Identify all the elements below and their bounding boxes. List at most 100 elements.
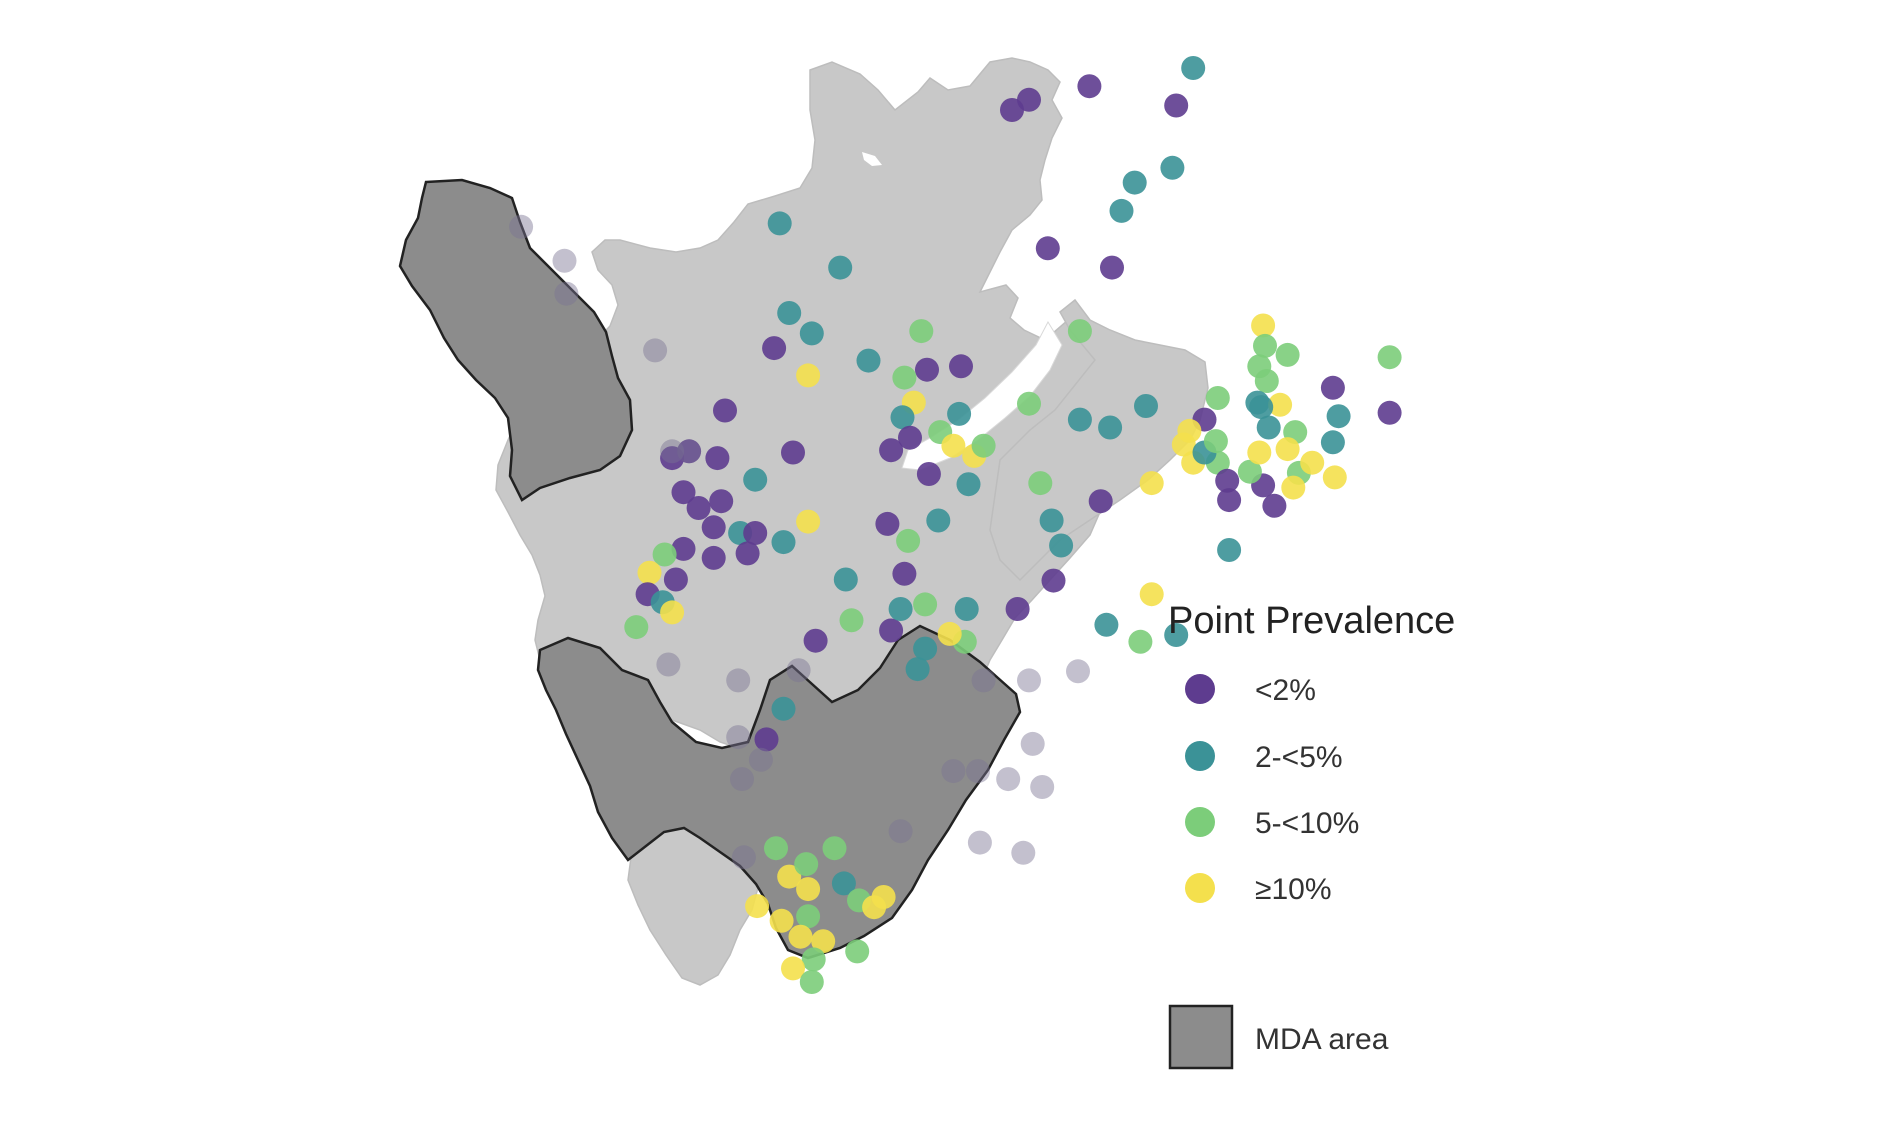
survey-point-lt2: [1000, 98, 1024, 122]
survey-point-2to5: [954, 597, 979, 621]
survey-point-lt2: [875, 511, 900, 536]
survey-point-lt2: [743, 521, 768, 545]
survey-point-lt2: [1262, 493, 1287, 518]
survey-point-5to10: [1254, 369, 1279, 393]
mda-survey-point: [1030, 775, 1055, 799]
legend: Point Prevalence <2% 2-<5% 5-<10% ≥10% M…: [1168, 600, 1455, 1070]
survey-point-2to5: [956, 472, 981, 497]
mda-survey-point: [1066, 659, 1090, 684]
survey-point-ge10: [796, 509, 821, 534]
survey-point-2to5: [828, 255, 853, 280]
mda-survey-point: [1011, 840, 1036, 865]
survey-point-5to10: [624, 615, 649, 640]
survey-point-lt2: [1215, 468, 1240, 493]
survey-point-lt2: [1320, 375, 1345, 400]
legend-label-ge10: ≥10%: [1255, 873, 1332, 906]
legend-label-5to10: 5-<10%: [1255, 807, 1359, 840]
survey-point-2to5: [831, 871, 856, 896]
survey-point-lt2: [671, 536, 696, 561]
survey-point-lt2: [1164, 93, 1189, 118]
survey-points: [624, 56, 1402, 994]
survey-point-ge10: [1251, 313, 1276, 338]
legend-label-2to5: 2-<5%: [1255, 741, 1343, 774]
survey-point-2to5: [1098, 415, 1123, 440]
survey-point-5to10: [1203, 429, 1228, 454]
mda-survey-point: [554, 281, 579, 306]
survey-point-lt2: [892, 561, 917, 586]
mda-survey-point: [786, 658, 811, 683]
mda-area-south: [536, 624, 1022, 960]
mda-survey-point: [552, 248, 577, 273]
survey-point-2to5: [1256, 415, 1281, 440]
survey-point-2to5: [856, 348, 881, 373]
survey-point-2to5: [947, 401, 972, 426]
survey-point-lt2: [677, 439, 702, 464]
survey-point-5to10: [652, 542, 677, 567]
survey-point-ge10: [1268, 392, 1293, 417]
survey-point-lt2: [1005, 597, 1030, 621]
survey-point-lt2: [1100, 255, 1124, 280]
survey-point-5to10: [845, 939, 870, 964]
legend-swatch-2to5: [1185, 741, 1215, 771]
country-land-east: [989, 298, 1209, 582]
survey-point-2to5: [767, 211, 792, 236]
mda-survey-point: [731, 845, 756, 870]
survey-point-lt2: [879, 618, 904, 643]
survey-point-2to5: [799, 321, 824, 346]
survey-point-2to5: [1134, 394, 1158, 418]
legend-swatch-lt2: [1185, 674, 1215, 704]
survey-point-lt2: [949, 354, 973, 379]
survey-point-2to5: [777, 301, 802, 325]
legend-swatch-5to10: [1185, 807, 1215, 837]
survey-point-ge10: [796, 363, 821, 388]
survey-point-ge10: [660, 600, 685, 625]
survey-point-5to10: [799, 970, 824, 994]
mda-survey-point: [1017, 668, 1041, 693]
survey-point-5to10: [1128, 629, 1153, 654]
survey-point-5to10: [1028, 471, 1053, 496]
mda-survey-point: [730, 767, 754, 792]
legend-label-lt2: <2%: [1255, 674, 1316, 707]
survey-point-lt2: [709, 489, 734, 514]
mda-survey-point: [941, 759, 966, 784]
mda-areas: [398, 178, 1022, 960]
mda-survey-point: [888, 819, 913, 844]
mda-survey-point: [677, 439, 702, 464]
survey-point-lt2: [713, 398, 737, 423]
survey-point-ge10: [1139, 582, 1164, 607]
survey-point-lt2: [898, 425, 922, 450]
survey-point-5to10: [801, 947, 826, 972]
mda-survey-point: [643, 338, 668, 363]
survey-point-5to10: [1067, 319, 1092, 344]
survey-point-ge10: [745, 894, 770, 919]
survey-point-5to10: [1253, 333, 1277, 358]
survey-point-5to10: [971, 433, 996, 458]
survey-point-5to10: [896, 528, 921, 553]
survey-point-ge10: [1322, 465, 1347, 490]
survey-point-ge10: [1247, 440, 1272, 465]
survey-point-lt2: [803, 628, 828, 653]
survey-point-5to10: [1275, 342, 1300, 367]
mda-survey-point: [726, 725, 751, 750]
survey-point-2to5: [833, 567, 858, 592]
survey-point-2to5: [1181, 56, 1206, 80]
survey-point-2to5: [771, 696, 796, 721]
mda-survey-point: [726, 668, 751, 693]
survey-point-ge10: [1177, 418, 1202, 443]
survey-point-lt2: [663, 567, 688, 592]
survey-point-5to10: [839, 608, 864, 633]
mda-survey-point: [660, 439, 685, 464]
survey-point-lt2: [705, 446, 730, 471]
survey-point-ge10: [941, 433, 966, 458]
survey-point-ge10: [796, 877, 821, 902]
survey-point-2to5: [1326, 404, 1351, 429]
survey-point-5to10: [1237, 459, 1262, 484]
mda-survey-point: [1020, 731, 1045, 756]
survey-point-ge10: [871, 885, 896, 909]
survey-point-5to10: [1017, 391, 1041, 416]
survey-point-5to10: [909, 319, 934, 344]
survey-point-2to5: [1039, 508, 1064, 533]
survey-point-2to5: [1122, 170, 1147, 195]
survey-point-lt2: [1377, 400, 1402, 425]
mda-survey-point: [967, 830, 992, 855]
